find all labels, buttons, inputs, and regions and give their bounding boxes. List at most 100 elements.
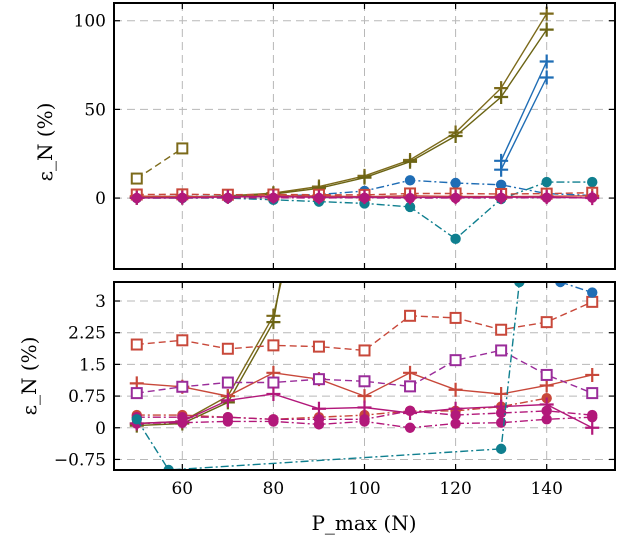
series-0-6-point: [404, 201, 416, 213]
x-tick-label: 60: [171, 479, 193, 499]
series-1-8-point: [177, 411, 188, 423]
series-1-7-point: [585, 420, 600, 435]
series-0-0-line: [136, 147, 183, 180]
series-1-5-line: [136, 349, 593, 394]
series-0-3-point: [539, 54, 554, 69]
series-1-6-point: [404, 422, 416, 433]
series-1-8-point: [450, 409, 461, 421]
x-tick-label: 120: [439, 479, 471, 499]
series-0-2-point: [403, 154, 418, 169]
series-1-9-point: [514, 282, 525, 288]
top-plot-panel: 0 50 100 ε_N (%): [33, 2, 616, 270]
bottom-x-ticks: 60 80 100 120 140: [171, 479, 562, 499]
series-0-0-point: [130, 172, 143, 185]
bottom-series-layer: [129, 210, 600, 470]
x-axis-label: P_max (N): [311, 511, 416, 535]
series-0-2-point: [448, 129, 463, 143]
series-1-3-point: [448, 382, 463, 397]
series-0-0-point: [176, 142, 189, 155]
series-1-2-point: [449, 311, 462, 324]
series-1-8-point: [268, 414, 279, 425]
series-1-5-point: [221, 376, 234, 389]
y-tick-label: 3: [95, 292, 106, 312]
series-0-3-line: [500, 61, 548, 162]
series-1-9-point: [131, 414, 142, 425]
series-0-2-line: [136, 29, 548, 199]
series-0-2-point: [357, 170, 372, 185]
series-0-5-point: [404, 175, 416, 186]
series-1-3-point: [403, 365, 418, 380]
series-0-10-point: [311, 190, 326, 205]
bottom-plot-panel: 3 2.25 1.5 0.75 0 −0.75 60 80 100 120 140 ε_N (%)…: [17, 210, 616, 535]
series-1-8-point: [495, 407, 507, 419]
bottom-y-axis-label: ε_N (%): [17, 337, 41, 416]
series-1-2-point: [221, 342, 234, 355]
series-1-5-point: [312, 373, 325, 386]
series-1-2-point: [540, 316, 553, 329]
series-1-8-point: [404, 405, 416, 417]
series-0-5-point: [495, 179, 507, 190]
series-1-5-point: [176, 380, 189, 393]
series-0-4-line: [500, 77, 548, 171]
series-1-10-point: [587, 287, 598, 298]
series-0-6-point: [587, 176, 598, 188]
series-1-8-point: [541, 405, 552, 417]
series-1-5-point: [540, 368, 553, 381]
series-0-10-point: [357, 190, 372, 205]
series-1-0-line: [136, 282, 282, 425]
top-y-ticks: 0 50 100: [74, 3, 615, 269]
series-1-5-point: [404, 380, 417, 393]
series-1-5-point: [267, 376, 280, 389]
series-1-2-point: [267, 339, 280, 352]
series-1-9-point: [163, 464, 174, 470]
series-0-2-point: [539, 22, 554, 37]
series-0-10-point: [539, 190, 554, 205]
series-1-9-line: [136, 282, 521, 470]
series-0-10-point: [585, 191, 600, 206]
series-1-5-point: [449, 354, 462, 367]
top-y-axis-label: ε_N (%): [33, 103, 57, 182]
series-1-10-line: [560, 282, 593, 294]
series-0-10-point: [403, 190, 418, 205]
x-tick-label: 80: [263, 479, 285, 499]
bottom-y-ticks: 3 2.25 1.5 0.75 0 −0.75: [54, 282, 615, 470]
series-0-7-line: [136, 192, 593, 196]
series-1-5-point: [586, 387, 599, 400]
series-1-8-point: [222, 411, 234, 423]
series-1-0-point: [289, 210, 303, 224]
series-1-2-point: [312, 340, 325, 353]
y-tick-label: 0: [95, 419, 106, 439]
series-1-9-point: [495, 443, 507, 455]
series-0-10-point: [448, 190, 463, 205]
series-1-2-point: [495, 323, 508, 336]
series-1-8-point: [313, 414, 325, 425]
series-1-3-point: [494, 386, 509, 401]
series-0-4-point: [539, 70, 554, 85]
series-1-2-point: [358, 344, 371, 357]
series-0-6-point: [541, 176, 552, 188]
y-tick-label: 2.25: [68, 324, 106, 344]
series-0-1-line: [136, 13, 548, 199]
series-1-3-point: [585, 367, 600, 382]
x-tick-label: 100: [348, 479, 380, 499]
series-1-6-point: [541, 414, 552, 425]
series-1-2-point: [130, 338, 143, 351]
series-1-8-point: [587, 409, 598, 421]
series-1-5-point: [130, 387, 143, 400]
x-tick-label: 140: [530, 479, 562, 499]
y-tick-label: 50: [84, 100, 106, 120]
series-1-2-point: [586, 295, 599, 308]
series-1-2-point: [404, 309, 417, 322]
series-1-7-point: [357, 400, 372, 415]
top-series-layer: [129, 6, 600, 245]
series-0-2-point: [494, 89, 509, 104]
series-1-1-point: [266, 315, 281, 330]
series-1-10-point: [555, 282, 566, 288]
series-1-5-point: [495, 344, 508, 357]
series-1-1-point: [285, 210, 299, 224]
y-tick-label: 0.75: [68, 387, 106, 407]
series-1-6-point: [450, 418, 461, 429]
series-0-4-point: [494, 162, 509, 177]
series-0-10-point: [129, 190, 144, 205]
